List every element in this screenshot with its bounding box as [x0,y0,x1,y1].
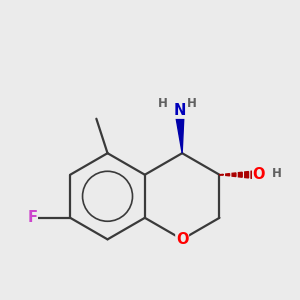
Text: F: F [27,210,37,225]
Text: N: N [173,103,186,118]
Polygon shape [175,112,184,153]
Text: H: H [187,97,197,110]
Polygon shape [232,173,236,176]
Polygon shape [245,172,248,178]
Text: O: O [176,232,188,247]
Text: O: O [253,167,265,182]
Polygon shape [226,174,230,176]
Polygon shape [220,174,223,175]
Polygon shape [238,172,242,177]
Text: H: H [158,97,168,110]
Text: H: H [272,167,282,180]
Polygon shape [251,171,255,178]
